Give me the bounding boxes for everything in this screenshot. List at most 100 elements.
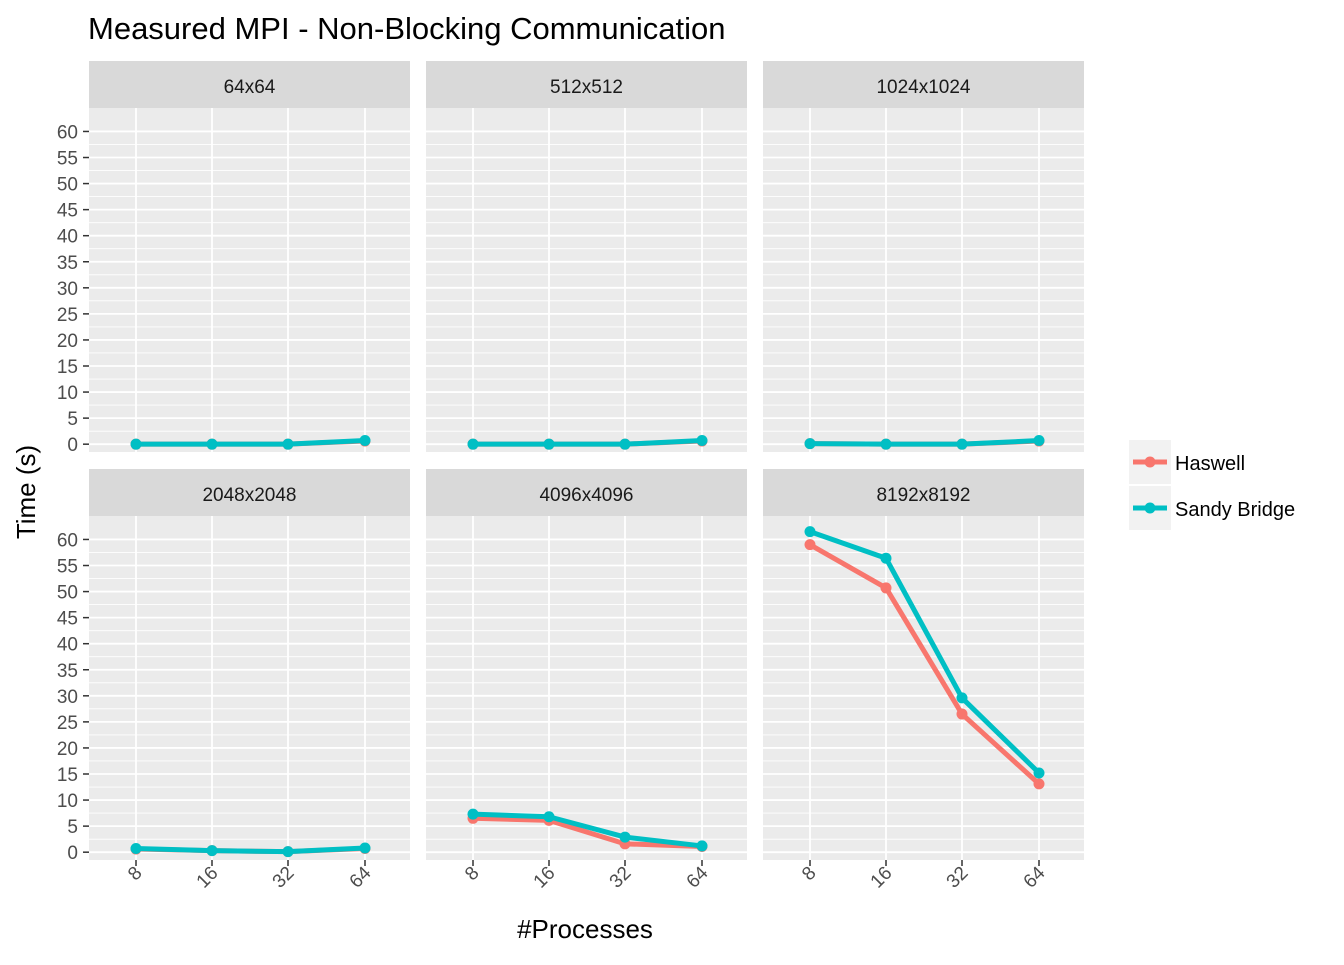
data-point [282, 438, 294, 450]
data-point [956, 438, 968, 450]
plot-background [763, 108, 1084, 452]
series-line [809, 529, 1041, 775]
facet-strip [426, 61, 747, 108]
facet-label: 512x512 [550, 77, 623, 98]
facet-label: 2048x2048 [202, 485, 296, 506]
y-tick-label: 50 [57, 583, 78, 604]
data-point [359, 435, 371, 447]
plot-background [426, 516, 747, 860]
legend: Haswell Sandy Bridge [1129, 440, 1295, 530]
facet-panels: 64x64 0 5 10 15 20 25 30 35 40 45 50 55 60 512x512 1024… [57, 61, 1084, 892]
facet-panel: 8192x8192 8 16 32 64 [763, 469, 1084, 892]
y-tick-label: 35 [57, 661, 78, 682]
x-tick-label: 64 [683, 862, 713, 892]
data-point [467, 808, 479, 820]
data-point [696, 435, 708, 447]
y-tick-label: 60 [57, 530, 78, 551]
legend-point [1144, 456, 1156, 468]
y-tick-label: 55 [57, 149, 78, 170]
data-point [696, 840, 708, 852]
x-axis-title: #Processes [517, 914, 653, 944]
data-point [130, 438, 142, 450]
y-tick-label: 40 [57, 635, 78, 656]
data-point [206, 845, 218, 857]
data-point [543, 438, 555, 450]
data-point [880, 582, 892, 594]
data-point [804, 539, 816, 551]
series-line [472, 811, 703, 849]
facet-label: 1024x1024 [876, 77, 970, 98]
y-tick-label: 45 [57, 609, 78, 630]
plot-background [89, 516, 410, 860]
data-point [956, 708, 968, 720]
legend-point [1144, 502, 1156, 514]
facet-strip [763, 469, 1084, 516]
y-tick-label: 0 [67, 843, 78, 864]
y-tick-label: 20 [57, 739, 78, 760]
y-tick-label: 35 [57, 253, 78, 274]
plot-background [426, 108, 747, 452]
facet-panel: 2048x2048 0 5 10 15 20 25 30 35 40 45 50 55 60 8 16 32 64 [57, 469, 410, 892]
y-tick-label: 20 [57, 331, 78, 352]
data-point [359, 842, 371, 854]
x-tick-label: 64 [1020, 862, 1050, 892]
y-tick-label: 5 [67, 409, 78, 430]
plot-background [763, 516, 1084, 860]
y-tick-label: 15 [57, 765, 78, 786]
data-point [1033, 778, 1045, 790]
data-point [467, 438, 479, 450]
legend-item: Haswell [1129, 440, 1245, 484]
series-line [473, 438, 703, 447]
data-point [619, 831, 631, 843]
facet-strip [426, 469, 747, 516]
x-tick-label: 32 [269, 863, 299, 893]
legend-item: Sandy Bridge [1129, 486, 1295, 530]
facet-label: 64x64 [224, 77, 276, 98]
y-tick-label: 30 [57, 279, 78, 300]
y-tick-label: 10 [57, 383, 78, 404]
data-point [619, 438, 631, 450]
plot-background [89, 108, 410, 452]
series-line [135, 845, 366, 855]
data-point [1033, 435, 1045, 447]
data-point [543, 811, 555, 823]
series-line [472, 815, 703, 849]
legend-label: Haswell [1175, 453, 1245, 475]
y-tick-label: 55 [57, 557, 78, 578]
facet-panel: 4096x4096 8 16 32 64 [426, 469, 747, 892]
x-tick-label: 16 [193, 863, 223, 893]
y-tick-label: 25 [57, 713, 78, 734]
y-tick-label: 5 [67, 817, 78, 838]
series-line [136, 438, 366, 447]
x-tick-label: 8 [798, 863, 820, 885]
x-tick-label: 16 [530, 863, 560, 893]
data-point [130, 843, 142, 855]
data-point [282, 846, 294, 858]
data-point [206, 438, 218, 450]
x-tick-label: 8 [124, 863, 146, 885]
series-line [809, 438, 1040, 447]
y-tick-label: 10 [57, 791, 78, 812]
x-tick-label: 8 [461, 863, 483, 885]
y-tick-label: 45 [57, 201, 78, 222]
y-tick-label: 40 [57, 227, 78, 248]
data-point [956, 692, 968, 704]
facet-label: 4096x4096 [539, 485, 633, 506]
data-point [880, 438, 892, 450]
facet-strip [89, 469, 410, 516]
facet-strip [763, 61, 1084, 108]
y-tick-label: 50 [57, 175, 78, 196]
y-tick-label: 30 [57, 687, 78, 708]
facet-label: 8192x8192 [876, 485, 970, 506]
facet-panel: 1024x1024 [763, 61, 1084, 452]
y-tick-label: 15 [57, 357, 78, 378]
data-point [804, 526, 816, 538]
series-line [808, 542, 1041, 786]
legend-label: Sandy Bridge [1175, 499, 1295, 521]
data-point [804, 438, 816, 450]
data-point [880, 552, 892, 564]
data-point [1033, 767, 1045, 779]
facet-strip [89, 61, 410, 108]
